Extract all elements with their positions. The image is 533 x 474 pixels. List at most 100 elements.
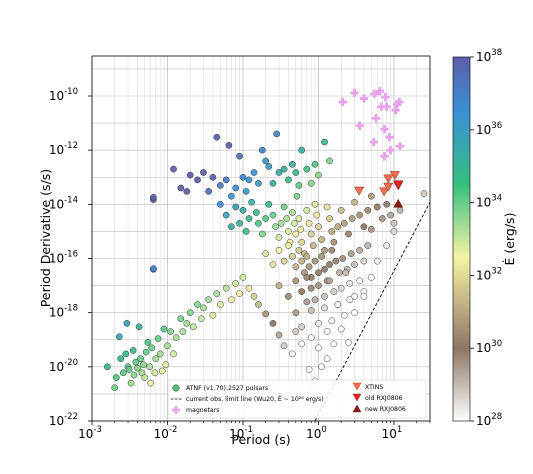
pulsar-point [172, 334, 180, 341]
pulsar-point [205, 296, 212, 304]
pulsar-point [291, 219, 298, 227]
pulsar-point [298, 146, 306, 154]
y-tick-label: 10-14 [49, 195, 78, 211]
x-tick-label: 10-3 [78, 425, 102, 441]
pulsar-point [275, 234, 283, 241]
pulsar-point [258, 146, 266, 154]
pulsar-point [326, 157, 333, 165]
pulsar-point [326, 261, 333, 268]
pulsar-point [339, 255, 347, 262]
pulsar-point [127, 379, 135, 387]
pulsar-point [323, 203, 331, 211]
pulsar-point [307, 307, 315, 314]
pulsar-point [332, 257, 340, 265]
pulsar-point [288, 253, 296, 260]
pulsar-point [305, 219, 313, 227]
colorbar-tick-label: 1032 [476, 266, 502, 282]
pulsar-point [298, 340, 306, 348]
pulsar-point [288, 209, 296, 216]
pulsar-point [135, 323, 143, 331]
magnetar-markers [338, 87, 405, 161]
pulsar-point [213, 133, 221, 141]
legend: ATNF (v1.70):2527 pulsars current obs. l… [167, 379, 427, 419]
colorbar-ticks: 1028 1030 1032 1034 1036 1038 [470, 48, 502, 428]
pulsar-point [255, 179, 262, 187]
pulsar-point [183, 188, 191, 195]
x-tick-label: 100 [306, 425, 327, 441]
pulsar-point [262, 215, 270, 222]
pulsar-point [285, 228, 292, 235]
colorbar-tick-label: 1028 [476, 412, 502, 428]
legend-xtins-marker [352, 382, 362, 391]
pulsar-point [213, 290, 221, 298]
pulsar-point [292, 309, 300, 317]
pulsar-point [245, 284, 253, 292]
magnetar-point [338, 97, 347, 107]
new-rxj0806-point [393, 198, 404, 208]
magnetar-point [355, 121, 364, 130]
pulsar-point [236, 152, 243, 160]
legend-new-rxj-label: new RXJ0806 [365, 406, 406, 413]
pulsar-point [265, 200, 273, 208]
pulsar-point [248, 198, 255, 206]
pulsar-point [280, 257, 288, 265]
pulsar-point [323, 355, 331, 363]
pulsar-point [351, 293, 358, 300]
pulsar-point [387, 211, 394, 219]
pulsar-point [162, 361, 170, 369]
pulsar-point [336, 269, 343, 277]
pulsar-point [364, 206, 372, 214]
pulsar-point [205, 188, 212, 195]
pulsar-point [194, 176, 201, 184]
old-rxj0806-point [393, 180, 404, 190]
pulsar-point [262, 310, 270, 318]
pulsar-point [222, 284, 230, 292]
pulsar-point [351, 261, 358, 268]
pulsar-point [298, 288, 306, 295]
pulsar-point [170, 165, 177, 173]
pulsar-point [179, 328, 187, 335]
pulsar-point [360, 293, 368, 300]
magnetar-point [350, 88, 359, 98]
pulsar-point [321, 265, 328, 273]
pulsar-point [134, 364, 141, 372]
pulsar-point [255, 301, 262, 308]
pulsar-point [148, 344, 156, 352]
pulsar-point [285, 293, 292, 300]
x-tick-label: 10-2 [154, 425, 178, 441]
colorbar-tick-label: 1036 [476, 121, 502, 137]
pulsar-point [292, 263, 300, 271]
pulsar-point [307, 179, 315, 187]
pulsar-point [383, 200, 391, 208]
pulsar-point [315, 320, 322, 327]
pulsar-point [151, 369, 159, 377]
pulsar-point [269, 320, 277, 327]
pulsar-point [225, 142, 233, 149]
legend-magnetar-marker [172, 406, 180, 414]
pulsar-point [239, 206, 247, 214]
pulsar-point [283, 215, 291, 222]
pulsar-point [315, 223, 322, 231]
pulsar-point [303, 253, 311, 260]
pulsar-point [288, 160, 296, 168]
x-axis-title: Period (s) [231, 432, 290, 447]
pulsar-point [303, 274, 311, 281]
pulsar-point [360, 223, 368, 231]
legend-xtins-label: XTINS [365, 384, 383, 391]
pulsar-point [303, 165, 311, 173]
pulsar-point [227, 223, 235, 231]
colorbar [452, 56, 471, 422]
pulsar-point [258, 230, 266, 238]
pulsar-point [194, 301, 201, 308]
pulsar-point [141, 374, 149, 381]
pulsar-point [117, 355, 125, 363]
axis-ticks [88, 95, 431, 425]
pulsar-point [292, 277, 300, 285]
legend-box [167, 379, 427, 419]
pulsar-point [132, 358, 140, 366]
pulsar-point [330, 238, 338, 246]
pulsar-point [156, 350, 164, 358]
pulsar-point [330, 288, 338, 295]
pulsar-point [242, 188, 250, 195]
pulsar-point [351, 198, 358, 206]
